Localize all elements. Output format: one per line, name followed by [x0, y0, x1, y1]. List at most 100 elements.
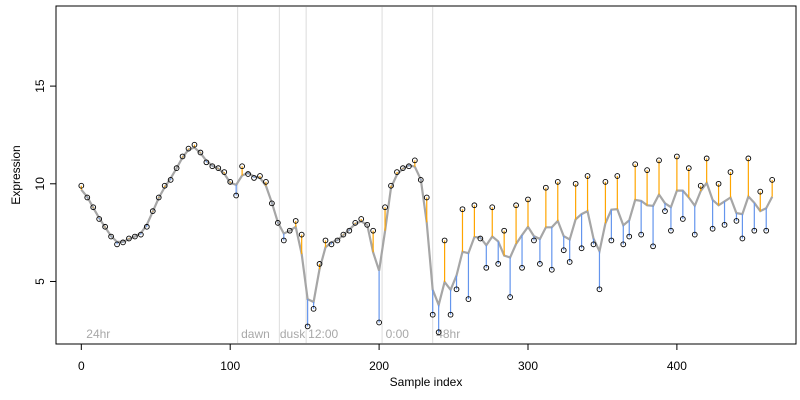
data-point [739, 235, 746, 242]
data-point [644, 167, 650, 173]
x-axis-title: Sample index [390, 375, 463, 389]
x-tick-label: 200 [369, 359, 389, 373]
data-point [691, 231, 698, 238]
data-point [120, 239, 126, 246]
data-point [537, 261, 543, 267]
data-point [108, 233, 114, 240]
data-point [388, 182, 394, 189]
data-point [96, 216, 103, 222]
data-point [209, 163, 216, 170]
data-point [620, 241, 627, 248]
data-point [441, 237, 448, 244]
data-point [715, 180, 722, 187]
data-point [721, 221, 728, 228]
data-point [548, 266, 555, 273]
data-point [358, 216, 365, 222]
data-point [602, 178, 609, 185]
y-axis-title: Expression [9, 145, 23, 204]
data-point [453, 286, 460, 293]
data-point [138, 231, 144, 238]
data-point [703, 155, 710, 162]
y-axis: 5 10 15 [33, 79, 57, 285]
data-point [298, 231, 305, 238]
data-point [608, 237, 615, 244]
data-point [149, 208, 156, 214]
data-point [292, 218, 299, 224]
annotation-label: 48hr [436, 327, 460, 341]
data-point [90, 204, 97, 211]
y-tick-label: 5 [33, 278, 47, 285]
annotation-label: 24hr [86, 327, 110, 341]
data-point [465, 296, 472, 302]
data-point [417, 177, 424, 183]
data-point [328, 241, 335, 248]
data-point [334, 237, 341, 244]
data-point [239, 163, 245, 170]
data-point [382, 204, 388, 211]
x-tick-label: 300 [518, 359, 538, 373]
x-tick-label: 100 [220, 359, 240, 373]
data-point [376, 319, 382, 326]
annotation-label: 12:00 [308, 327, 338, 341]
data-point [161, 182, 168, 189]
data-point [638, 231, 645, 238]
data-point [650, 243, 656, 250]
data-point [406, 163, 412, 170]
y-tick-label: 10 [33, 177, 47, 191]
data-point [257, 173, 263, 179]
data-point [560, 247, 567, 254]
data-point [626, 233, 633, 240]
data-point [364, 221, 371, 228]
data-point [316, 261, 323, 267]
y-tick-label: 15 [33, 79, 47, 93]
data-point [126, 235, 132, 242]
data-point [578, 245, 585, 252]
vertical-marker-lines [237, 7, 434, 343]
data-point [519, 264, 525, 271]
data-point [429, 311, 436, 318]
data-point [411, 157, 418, 164]
data-point [251, 175, 257, 181]
x-tick-label: 0 [78, 359, 85, 373]
plot-frame [55, 5, 797, 345]
data-point [584, 173, 591, 179]
data-point [84, 194, 91, 201]
data-point [447, 311, 454, 318]
data-point [215, 165, 222, 172]
data-point [614, 173, 621, 179]
data-point [227, 178, 234, 185]
data-point [679, 216, 686, 222]
data-point [733, 218, 740, 224]
data-point [513, 202, 519, 209]
data-point [662, 208, 668, 214]
data-point [757, 188, 764, 195]
time-annotations: 24hr dawn dusk 12:00 0:00 48hr [86, 327, 460, 341]
data-point [596, 286, 603, 293]
data-point [745, 155, 752, 162]
data-point [203, 159, 210, 166]
data-point [727, 169, 734, 175]
data-point [275, 220, 281, 226]
data-point [656, 157, 662, 164]
annotation-label: dusk [280, 327, 306, 341]
data-point [155, 194, 162, 201]
data-point [566, 259, 573, 265]
data-point [543, 184, 549, 191]
data-point [495, 261, 502, 267]
data-point [102, 223, 108, 230]
data-point [572, 180, 579, 187]
annotation-label: 0:00 [386, 327, 410, 341]
data-point [370, 227, 376, 234]
data-point [590, 241, 597, 248]
data-point [751, 227, 758, 234]
data-point [507, 294, 513, 300]
data-points [78, 141, 776, 336]
data-point [197, 149, 204, 156]
data-point [221, 169, 228, 175]
x-axis: 0 100 200 300 400 [78, 343, 687, 373]
data-point [280, 237, 287, 244]
data-point [525, 196, 531, 203]
trend-line [80, 146, 774, 309]
data-point [185, 145, 192, 152]
data-point [668, 227, 674, 234]
